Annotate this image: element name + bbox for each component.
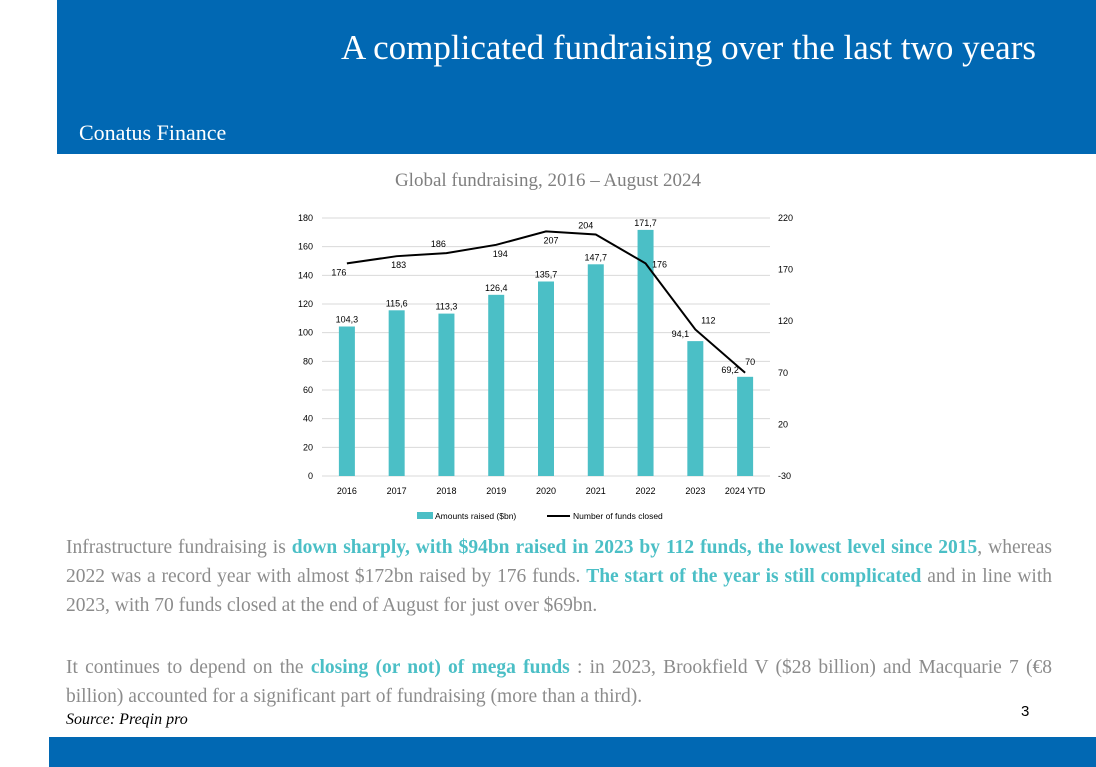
line-value-label: 186: [431, 239, 446, 249]
y-right-tick-label: -30: [778, 471, 791, 481]
bar-value-label: 94,1: [672, 329, 690, 339]
body-text-run: , whereas 2022 was a record year with al…: [66, 537, 1052, 587]
bar: [388, 310, 405, 476]
line-value-label: 70: [745, 357, 755, 367]
bar: [538, 281, 554, 476]
legend-label-bars: Amounts raised ($bn): [435, 511, 516, 521]
line-value-label: 176: [652, 259, 667, 269]
bar: [687, 341, 704, 476]
body-text-run: Infrastructure fundraising is: [66, 537, 292, 558]
bar: [737, 376, 754, 476]
bar: [438, 313, 455, 476]
x-tick-label: 2017: [387, 486, 407, 496]
bar: [587, 264, 604, 476]
y-left-tick-label: 140: [298, 270, 313, 280]
line-value-label: 207: [543, 235, 558, 245]
paragraph-1: Infrastructure fundraising is down sharp…: [66, 533, 1052, 620]
x-tick-label: 2018: [436, 486, 456, 496]
company-name: Conatus Finance: [79, 120, 227, 145]
y-left-tick-label: 40: [303, 414, 313, 424]
legend-swatch-bars: [417, 512, 433, 519]
y-right-tick-label: 70: [778, 368, 788, 378]
line-value-label: 183: [391, 260, 406, 270]
x-tick-label: 2016: [337, 486, 357, 496]
line-value-label: 112: [701, 315, 715, 325]
y-left-tick-label: 80: [303, 356, 313, 366]
highlighted-text: The start of the year is still complicat…: [586, 566, 922, 587]
bar-value-label: 115,6: [386, 298, 408, 308]
y-left-tick-label: 60: [303, 385, 313, 395]
x-tick-label: 2021: [586, 486, 606, 496]
highlighted-text: down sharply, with $94bn raised in 2023 …: [291, 537, 978, 558]
line-value-label: 204: [578, 221, 593, 231]
y-left-tick-label: 120: [298, 299, 313, 309]
body-text-run: It continues to depend on the: [66, 657, 311, 678]
bar-value-label: 147,7: [585, 252, 608, 262]
chart-title: Global fundraising, 2016 – August 2024: [394, 170, 702, 191]
bar: [637, 229, 654, 476]
funds-closed-line: [346, 230, 746, 374]
body-text-run: : in 2023, Brookfield V ($28 billion) an…: [66, 657, 1053, 707]
bar-value-label: 104,3: [336, 315, 359, 325]
x-tick-label: 2019: [486, 486, 506, 496]
y-left-tick-label: 180: [298, 213, 313, 223]
y-right-tick-label: 20: [778, 419, 788, 429]
bar: [338, 326, 355, 476]
source-note: Source: Preqin pro: [66, 711, 188, 728]
x-tick-label: 2020: [536, 486, 556, 496]
bar-value-label: 135,7: [535, 269, 558, 279]
bar-value-label: 69,2: [721, 365, 739, 375]
paragraph-2: It continues to depend on the closing (o…: [66, 653, 1052, 711]
bar-value-label: 113,3: [436, 302, 458, 312]
y-right-tick-label: 220: [778, 213, 793, 223]
body-text-run: and in line with 2023, with 70 funds clo…: [66, 566, 1052, 616]
page-title: A complicated fundraising over the last …: [341, 28, 1036, 67]
x-tick-label: 2024 YTD: [725, 486, 766, 496]
y-right-tick-label: 120: [778, 316, 793, 326]
bar-value-label: 171,7: [634, 218, 657, 228]
header-banner: A complicated fundraising over the last …: [57, 0, 1096, 154]
bar-value-label: 126,4: [485, 283, 508, 293]
y-left-tick-label: 0: [308, 471, 313, 481]
y-left-tick-label: 160: [298, 242, 313, 252]
line-value-label: 194: [493, 249, 508, 259]
page-number: 3: [1021, 703, 1030, 720]
bar: [488, 294, 505, 476]
y-right-tick-label: 170: [778, 265, 793, 275]
x-tick-label: 2022: [636, 486, 656, 496]
y-left-tick-label: 100: [298, 328, 313, 338]
legend-label-line: Number of funds closed: [573, 511, 663, 521]
highlighted-text: closing (or not) of mega funds: [310, 657, 570, 678]
footer-banner: [49, 737, 1096, 767]
x-tick-label: 2023: [685, 486, 705, 496]
y-left-tick-label: 20: [303, 442, 313, 452]
line-value-label: 176: [331, 267, 346, 277]
